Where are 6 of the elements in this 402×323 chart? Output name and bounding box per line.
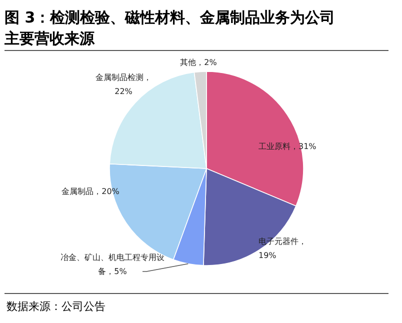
- chart-title: 图 3：检测检验、磁性材料、金属制品业务为公司主要营收来源: [4, 8, 336, 48]
- slice-label: 金属制品，20%: [62, 187, 120, 196]
- slice-label: 其他，2%: [180, 58, 218, 67]
- source-note: 数据来源：公司公告: [6, 300, 106, 313]
- slice-label: 冶金、矿山、机电工程专用设备，5%: [60, 253, 164, 276]
- slice-label: 金属制品检测，22%: [96, 73, 152, 96]
